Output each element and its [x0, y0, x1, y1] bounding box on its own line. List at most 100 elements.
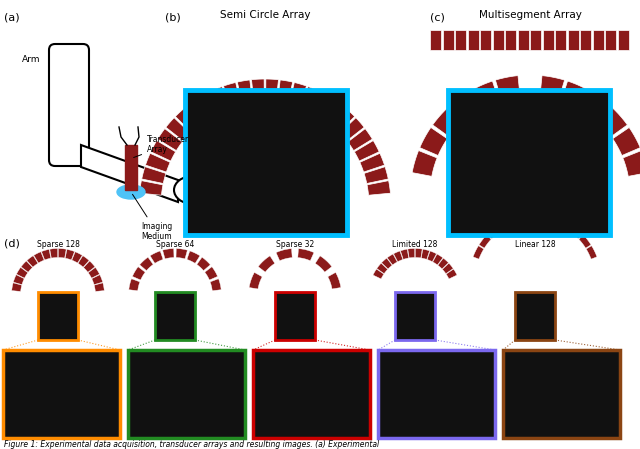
- Polygon shape: [415, 248, 422, 258]
- Polygon shape: [367, 180, 390, 195]
- FancyBboxPatch shape: [49, 44, 89, 166]
- Polygon shape: [472, 81, 499, 108]
- Text: Limited 128: Limited 128: [392, 240, 438, 249]
- Bar: [155, 292, 195, 340]
- Bar: [580, 30, 591, 50]
- Ellipse shape: [117, 185, 145, 199]
- Polygon shape: [497, 220, 511, 231]
- Text: Sparse 32: Sparse 32: [276, 240, 314, 249]
- Polygon shape: [408, 248, 415, 258]
- Polygon shape: [65, 249, 74, 260]
- Polygon shape: [266, 79, 278, 101]
- Bar: [185, 90, 347, 235]
- Text: Imaging
Medium: Imaging Medium: [132, 194, 172, 242]
- Polygon shape: [301, 87, 320, 111]
- Text: Sparse 128: Sparse 128: [36, 240, 79, 249]
- Polygon shape: [381, 258, 392, 269]
- Bar: [3, 350, 120, 438]
- Text: (b): (b): [165, 12, 180, 22]
- Bar: [125, 145, 137, 190]
- Bar: [515, 292, 555, 340]
- Text: Linear 128: Linear 128: [515, 240, 556, 249]
- Polygon shape: [421, 249, 429, 260]
- Polygon shape: [473, 246, 484, 259]
- Text: Semi Circle Array: Semi Circle Array: [220, 10, 310, 20]
- Polygon shape: [92, 275, 102, 285]
- Polygon shape: [176, 248, 188, 259]
- Bar: [503, 350, 620, 438]
- Bar: [442, 30, 454, 50]
- Polygon shape: [581, 92, 610, 120]
- Polygon shape: [210, 279, 221, 291]
- Polygon shape: [522, 214, 534, 221]
- Polygon shape: [94, 283, 104, 291]
- Polygon shape: [78, 255, 89, 267]
- Polygon shape: [536, 214, 548, 221]
- Bar: [38, 292, 78, 340]
- Polygon shape: [27, 255, 38, 267]
- Polygon shape: [364, 167, 388, 184]
- Polygon shape: [360, 153, 385, 172]
- Polygon shape: [442, 263, 453, 274]
- Polygon shape: [495, 75, 520, 99]
- Polygon shape: [570, 226, 583, 238]
- Polygon shape: [58, 248, 66, 258]
- Polygon shape: [129, 279, 140, 291]
- Polygon shape: [548, 216, 561, 225]
- Polygon shape: [21, 261, 33, 272]
- Text: (a): (a): [4, 12, 20, 22]
- Polygon shape: [401, 249, 409, 260]
- Polygon shape: [140, 257, 153, 271]
- Polygon shape: [237, 80, 252, 104]
- Bar: [593, 30, 604, 50]
- Polygon shape: [298, 249, 314, 261]
- Polygon shape: [252, 79, 264, 101]
- Polygon shape: [412, 150, 437, 176]
- Bar: [467, 30, 479, 50]
- Polygon shape: [340, 118, 364, 141]
- Polygon shape: [163, 248, 174, 259]
- Polygon shape: [586, 246, 597, 259]
- Polygon shape: [42, 249, 51, 260]
- Polygon shape: [598, 108, 627, 136]
- Polygon shape: [328, 273, 341, 289]
- Polygon shape: [487, 226, 500, 238]
- Polygon shape: [223, 83, 241, 107]
- Bar: [605, 30, 616, 50]
- Text: Transducer
Array: Transducer Array: [134, 135, 189, 158]
- Polygon shape: [348, 129, 372, 150]
- Polygon shape: [81, 145, 178, 202]
- Polygon shape: [249, 273, 262, 289]
- Polygon shape: [210, 87, 229, 111]
- Polygon shape: [450, 92, 479, 120]
- Polygon shape: [88, 267, 100, 278]
- Polygon shape: [394, 251, 403, 262]
- Polygon shape: [151, 141, 175, 161]
- Bar: [493, 30, 504, 50]
- Polygon shape: [198, 92, 218, 117]
- Bar: [395, 292, 435, 340]
- Polygon shape: [84, 261, 95, 272]
- Polygon shape: [157, 129, 182, 150]
- Polygon shape: [322, 99, 344, 124]
- Polygon shape: [258, 256, 275, 272]
- Bar: [253, 350, 370, 438]
- Polygon shape: [166, 118, 190, 141]
- Polygon shape: [612, 128, 640, 155]
- Bar: [378, 350, 495, 438]
- Polygon shape: [72, 252, 83, 263]
- Polygon shape: [446, 269, 457, 279]
- Polygon shape: [187, 251, 200, 264]
- Bar: [430, 30, 441, 50]
- Text: Sparse 64: Sparse 64: [156, 240, 194, 249]
- Polygon shape: [145, 153, 170, 172]
- Polygon shape: [50, 248, 58, 258]
- Polygon shape: [141, 167, 166, 184]
- Polygon shape: [579, 235, 591, 248]
- Bar: [618, 30, 628, 50]
- Bar: [555, 30, 566, 50]
- Bar: [530, 30, 541, 50]
- Polygon shape: [373, 269, 384, 279]
- Polygon shape: [132, 267, 145, 280]
- Text: Figure 1: Experimental data acquisition, transducer arrays and resulting images.: Figure 1: Experimental data acquisition,…: [4, 440, 379, 449]
